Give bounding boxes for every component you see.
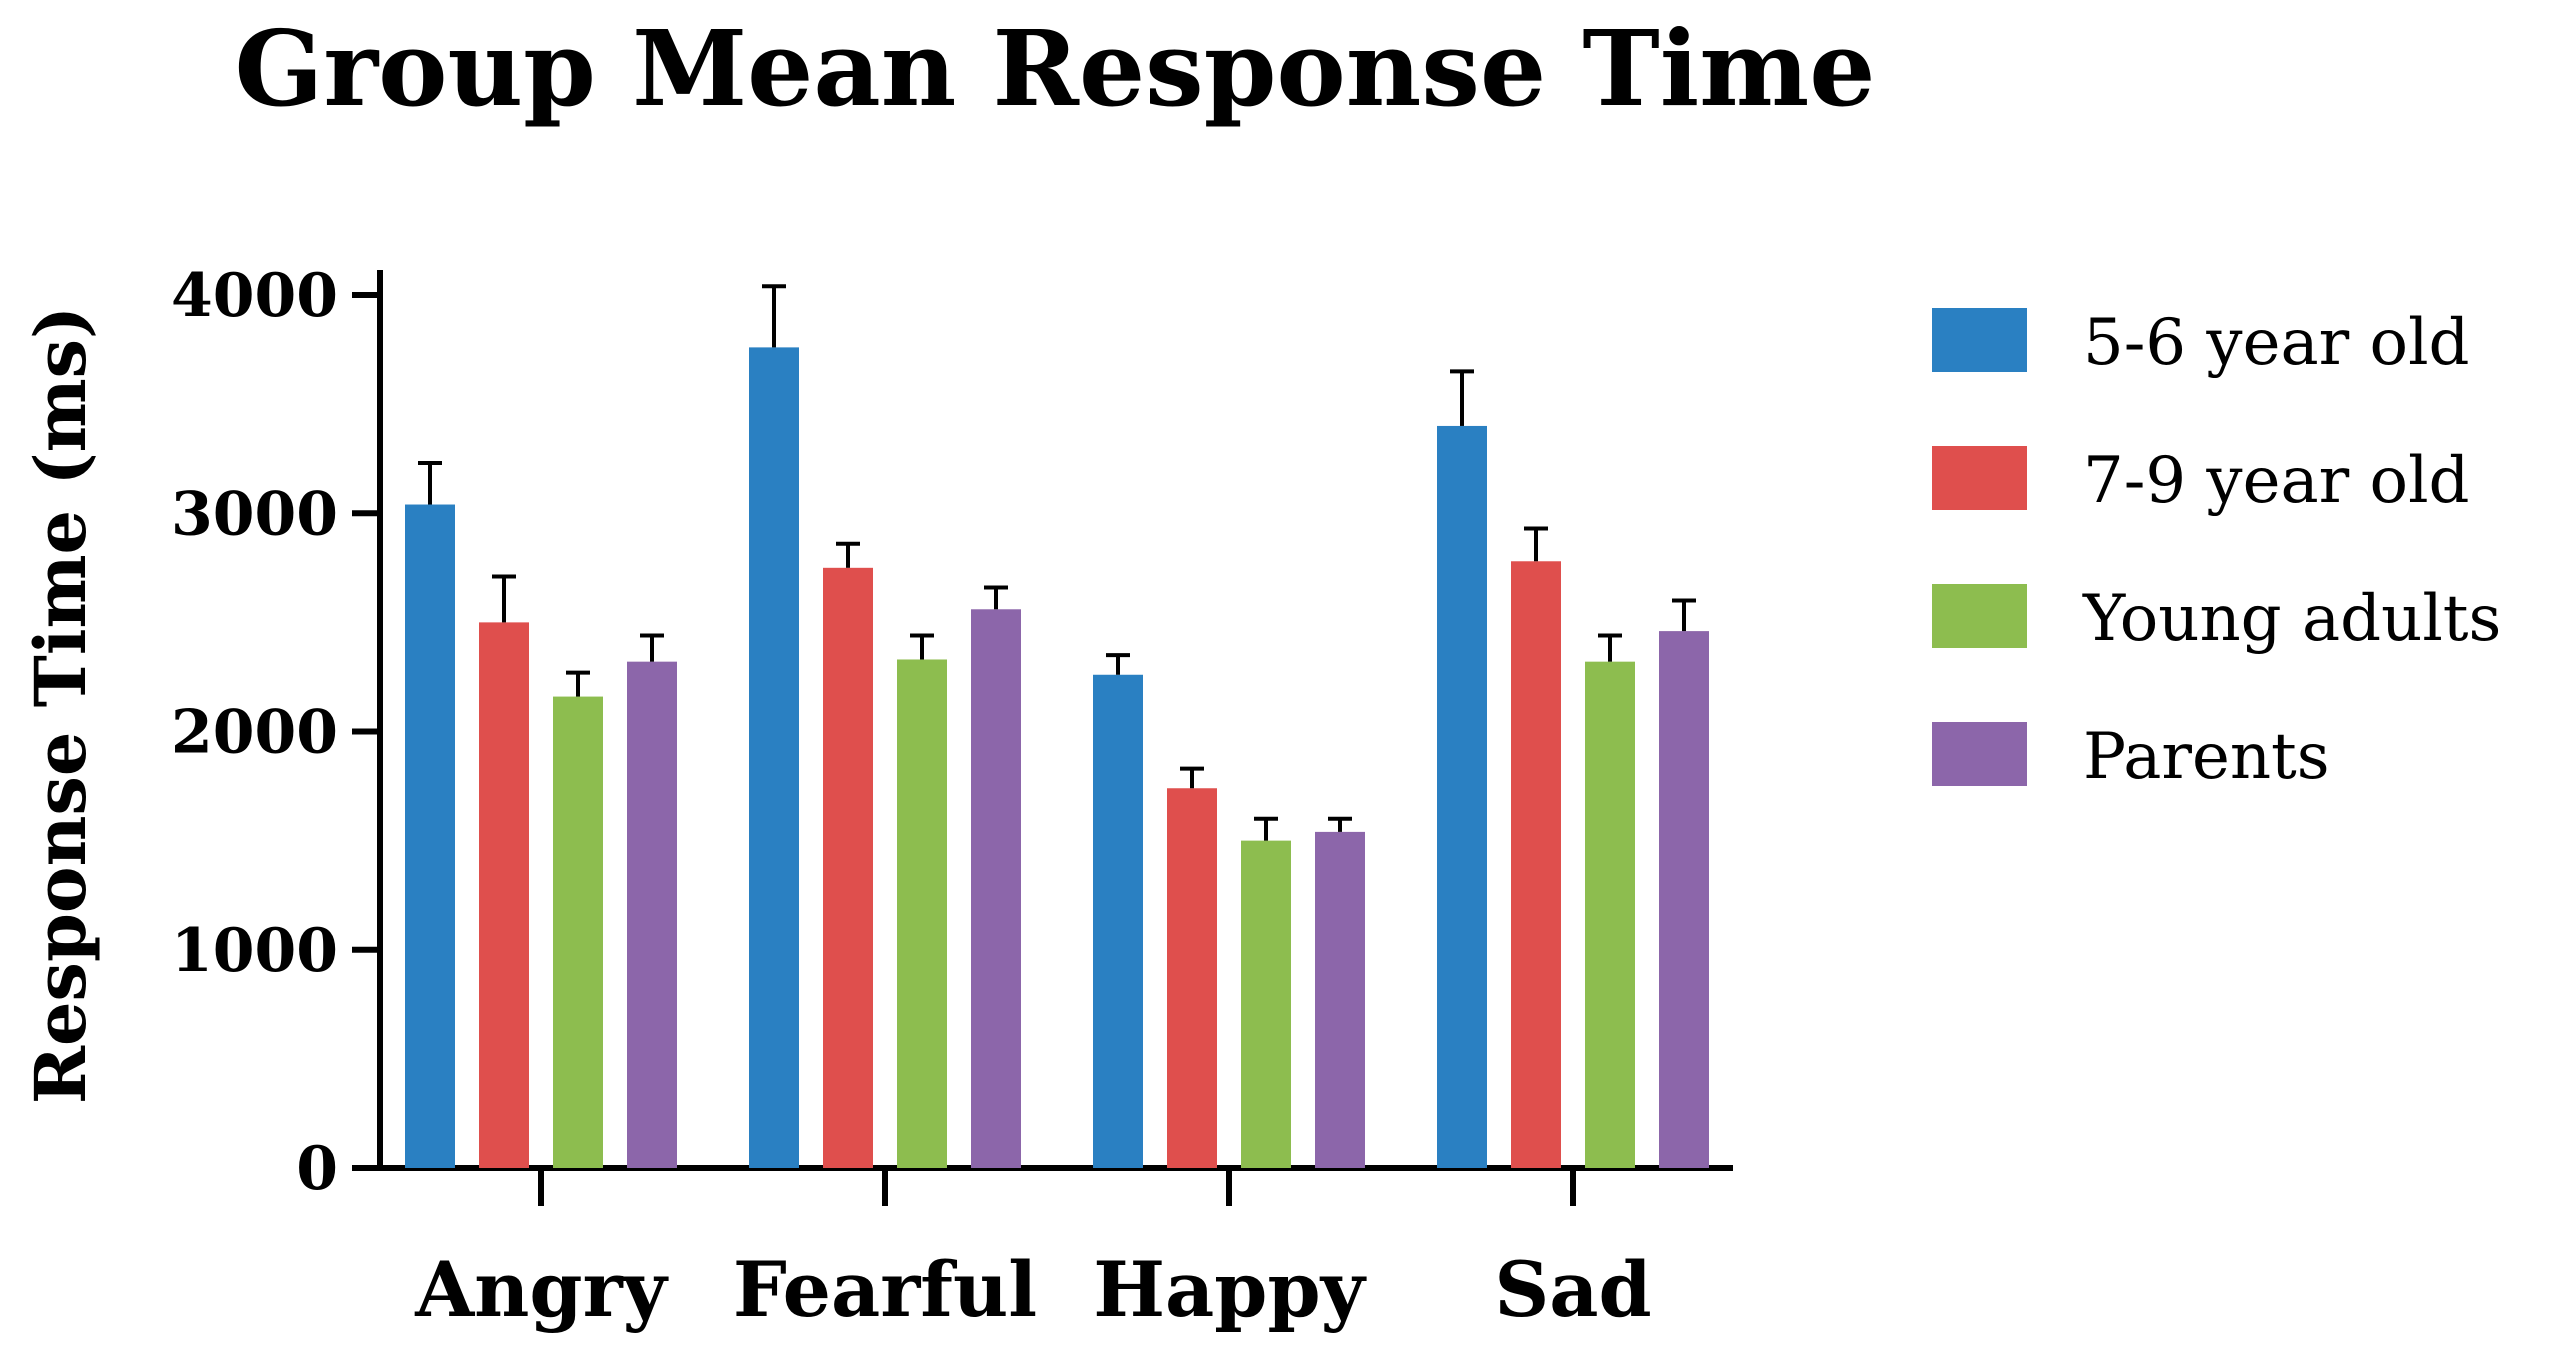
bar [1167, 788, 1217, 1168]
bar [405, 504, 455, 1168]
legend-label: 7-9 year old [2083, 444, 2470, 518]
chart-title: Group Mean Response Time [235, 7, 1876, 130]
legend: 5-6 year old 7-9 year old Young adults Pare… [1932, 306, 2501, 794]
x-tick-label: Fearful [733, 1245, 1037, 1334]
legend-label: Young adults [2082, 582, 2501, 656]
x-tick-label: Sad [1494, 1245, 1651, 1334]
y-axis-label: Response Time (ms) [19, 306, 102, 1104]
bar [823, 567, 873, 1168]
y-tick-label: 0 [296, 1134, 338, 1204]
y-tick-label: 2000 [171, 698, 338, 768]
y-tick-label: 4000 [171, 261, 338, 331]
bar [1659, 631, 1709, 1168]
bar [1315, 831, 1365, 1168]
x-tick-label: Angry [414, 1245, 668, 1334]
bar [971, 609, 1021, 1168]
x-tick-label: Happy [1093, 1245, 1366, 1334]
bar [749, 347, 799, 1168]
legend-swatch [1932, 584, 2027, 648]
y-tick-label: 3000 [171, 479, 338, 549]
y-tick-label: 1000 [171, 916, 338, 986]
legend-label: Parents [2083, 720, 2330, 794]
legend-swatch [1932, 722, 2027, 786]
bar [1437, 425, 1487, 1168]
plot-area: 0 1000 2000 3000 4000 Angry Fearful Happy Sad [171, 261, 1733, 1334]
legend-swatch [1932, 308, 2027, 372]
legend-swatch [1932, 446, 2027, 510]
legend-label: 5-6 year old [2083, 306, 2470, 380]
bar [479, 622, 529, 1168]
bar [553, 696, 603, 1168]
bar [1241, 840, 1291, 1168]
bar [1585, 661, 1635, 1168]
bar [1093, 674, 1143, 1168]
bar [627, 661, 677, 1168]
bar [1511, 561, 1561, 1168]
bar [897, 659, 947, 1168]
